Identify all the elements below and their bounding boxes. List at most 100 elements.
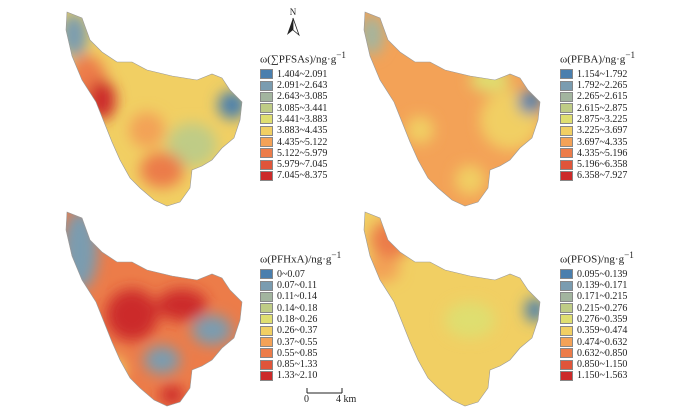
legend-item: 0.37~0.55 (260, 336, 341, 348)
legend-item: 2.265~2.615 (560, 91, 635, 102)
panel-pfba: ω(PFBA)/ng·g−1 1.154~1.792 1.792~2.265 2.2… (360, 10, 700, 210)
legend-item: 3.883~4.435 (260, 125, 346, 136)
map-pfhxa (65, 211, 243, 407)
legend-item: 3.085~3.441 (260, 103, 346, 114)
legend-label: 0.359~0.474 (577, 325, 628, 337)
legend-label: 2.265~2.615 (577, 91, 628, 103)
legend-label: 0.18~0.26 (277, 313, 318, 325)
legend-label: 1.792~2.265 (577, 80, 628, 92)
legend-label: 3.883~4.435 (277, 125, 328, 137)
north-label: N (289, 7, 297, 17)
legend-swatch (560, 103, 573, 114)
legend-pfhxa: ω(PFHxA)/ng·g−1 0~0.07 0.07~0.11 0.11~0.14… (260, 250, 341, 382)
legend-swatch (260, 91, 273, 102)
north-arrow-icon: N (283, 8, 303, 38)
legend-swatch (560, 125, 573, 136)
legend-item: 0.359~0.474 (560, 325, 634, 336)
legend-item: 0.85~1.33 (260, 359, 341, 370)
legend-label: 1.33~2.10 (277, 370, 318, 382)
legend-swatch (260, 114, 273, 125)
legend-label: 1.150~1.563 (577, 370, 628, 382)
legend-swatch (560, 370, 573, 381)
legend-swatch (260, 170, 273, 181)
legend-item: 0.632~0.850 (560, 348, 634, 359)
legend-label: 2.615~2.875 (577, 102, 628, 114)
legend-label: 0.37~0.55 (277, 336, 318, 348)
legend-item: 0.26~0.37 (260, 325, 341, 336)
legend-swatch (260, 291, 273, 302)
legend-item: 5.196~6.358 (560, 159, 635, 170)
legend-swatch (560, 159, 573, 170)
legend-label: 4.335~5.196 (577, 147, 628, 159)
legend-pfos: ω(PFOS)/ng·g−1 0.095~0.139 0.139~0.171 0.1… (560, 250, 634, 382)
legend-item: 2.875~3.225 (560, 114, 635, 125)
legend-swatch (560, 80, 573, 91)
legend-swatch (560, 280, 573, 291)
legend-label: 6.358~7.927 (577, 170, 628, 182)
legend-item: 0.14~0.18 (260, 303, 341, 314)
legend-title: ω(PFBA)/ng·g−1 (560, 50, 636, 66)
legend-label: 2.875~3.225 (577, 113, 628, 125)
legend-label: 0.171~0.215 (577, 291, 628, 303)
legend-swatch (560, 291, 573, 302)
legend-item: 1.792~2.265 (560, 80, 635, 91)
legend-item: 0.07~0.11 (260, 280, 341, 291)
panel-pfhxa: ω(PFHxA)/ng·g−1 0~0.07 0.07~0.11 0.11~0.14… (62, 210, 402, 410)
legend-swatch (260, 125, 273, 136)
scale-zero-label: 0 (304, 394, 309, 405)
legend-swatch (560, 359, 573, 370)
legend-pfsas: ω(∑PFSAs)/ng·g−1 1.404~2.091 2.091~2.643 2… (260, 50, 346, 182)
legend-item: 0~0.07 (260, 269, 341, 280)
legend-label: 2.091~2.643 (277, 80, 328, 92)
legend-label: 4.435~5.122 (277, 136, 328, 148)
legend-swatch (560, 348, 573, 359)
legend-item: 0.55~0.85 (260, 348, 341, 359)
legend-swatch (560, 148, 573, 159)
legend-swatch (260, 269, 273, 280)
legend-label: 7.045~8.375 (277, 170, 328, 182)
legend-swatch (560, 69, 573, 80)
legend-label: 0.26~0.37 (277, 325, 318, 337)
legend-item: 4.435~5.122 (260, 136, 346, 148)
legend-swatch (260, 348, 273, 359)
legend-item: 3.697~4.335 (560, 136, 635, 148)
legend-title: ω(PFOS)/ng·g−1 (560, 250, 634, 266)
legend-title: ω(PFHxA)/ng·g−1 (260, 250, 342, 266)
legend-label: 0.11~0.14 (277, 291, 318, 303)
legend-item: 0.215~0.276 (560, 303, 634, 314)
legend-swatch (260, 159, 273, 170)
legend-item: 0.850~1.150 (560, 359, 634, 370)
legend-item: 0.276~0.359 (560, 314, 634, 325)
legend-swatch (260, 370, 273, 381)
legend-label: 0.474~0.632 (577, 336, 628, 348)
legend-label: 0~0.07 (277, 268, 305, 280)
legend-label: 3.225~3.697 (577, 125, 628, 137)
legend-label: 0.55~0.85 (277, 347, 318, 359)
legend-item: 2.091~2.643 (260, 80, 346, 91)
legend-item: 5.122~5.979 (260, 148, 346, 159)
scale-bar: 0 4 km (300, 386, 360, 408)
legend-swatch (260, 69, 273, 80)
map-pfba (363, 11, 541, 207)
scale-distance-label: 4 km (336, 394, 357, 405)
legend-swatch (260, 137, 273, 148)
legend-swatch (260, 280, 273, 291)
legend-label: 5.196~6.358 (577, 159, 628, 171)
legend-swatch (260, 337, 273, 348)
legend-swatch (260, 303, 273, 314)
legend-swatch (260, 103, 273, 114)
legend-item: 1.150~1.563 (560, 370, 634, 381)
legend-swatch (560, 303, 573, 314)
legend-label: 2.643~3.085 (277, 91, 328, 103)
legend-item: 1.154~1.792 (560, 69, 635, 80)
legend-item: 1.404~2.091 (260, 69, 346, 80)
legend-item: 1.33~2.10 (260, 370, 341, 381)
legend-swatch (560, 170, 573, 181)
legend-item: 5.979~7.045 (260, 159, 346, 170)
legend-item: 2.643~3.085 (260, 91, 346, 102)
legend-pfba: ω(PFBA)/ng·g−1 1.154~1.792 1.792~2.265 2.2… (560, 50, 635, 182)
legend-swatch (560, 337, 573, 348)
legend-swatch (260, 359, 273, 370)
legend-item: 2.615~2.875 (560, 103, 635, 114)
legend-swatch (560, 137, 573, 148)
